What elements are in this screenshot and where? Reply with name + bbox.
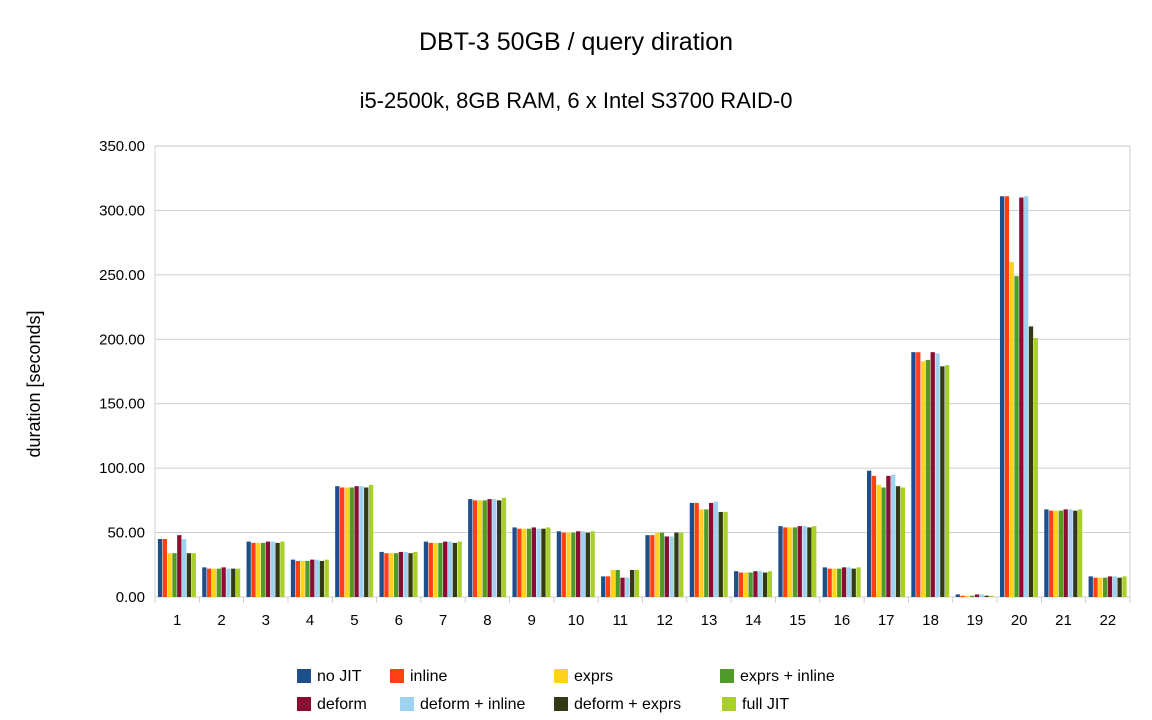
- svg-text:50.00: 50.00: [107, 525, 145, 542]
- svg-text:16: 16: [834, 612, 851, 629]
- svg-text:2: 2: [217, 612, 225, 629]
- svg-text:9: 9: [528, 612, 536, 629]
- svg-text:exprs + inline: exprs + inline: [740, 668, 835, 685]
- svg-text:3: 3: [262, 612, 270, 629]
- svg-text:15: 15: [789, 612, 806, 629]
- svg-text:17: 17: [878, 612, 895, 629]
- svg-text:7: 7: [439, 612, 447, 629]
- svg-text:22: 22: [1099, 612, 1116, 629]
- svg-text:0.00: 0.00: [116, 589, 145, 606]
- svg-text:1: 1: [173, 612, 181, 629]
- svg-text:inline: inline: [410, 668, 447, 685]
- svg-text:300.00: 300.00: [99, 202, 145, 219]
- svg-text:8: 8: [483, 612, 491, 629]
- svg-text:exprs: exprs: [574, 668, 613, 685]
- svg-text:duration [seconds]: duration [seconds]: [24, 310, 44, 457]
- svg-text:100.00: 100.00: [99, 460, 145, 477]
- svg-text:deform + exprs: deform + exprs: [574, 696, 681, 713]
- svg-text:21: 21: [1055, 612, 1072, 629]
- svg-text:150.00: 150.00: [99, 396, 145, 413]
- svg-text:5: 5: [350, 612, 358, 629]
- svg-text:200.00: 200.00: [99, 331, 145, 348]
- svg-text:12: 12: [656, 612, 673, 629]
- svg-text:10: 10: [568, 612, 585, 629]
- svg-text:no JIT: no JIT: [317, 668, 362, 685]
- svg-text:250.00: 250.00: [99, 267, 145, 284]
- svg-text:350.00: 350.00: [99, 138, 145, 155]
- svg-text:deform + inline: deform + inline: [420, 696, 525, 713]
- svg-text:4: 4: [306, 612, 314, 629]
- svg-text:6: 6: [395, 612, 403, 629]
- svg-text:13: 13: [701, 612, 718, 629]
- svg-text:14: 14: [745, 612, 762, 629]
- svg-text:18: 18: [922, 612, 939, 629]
- svg-text:11: 11: [613, 612, 629, 629]
- svg-text:20: 20: [1011, 612, 1028, 629]
- svg-text:deform: deform: [317, 696, 367, 713]
- svg-text:full JIT: full JIT: [742, 696, 789, 713]
- svg-text:19: 19: [967, 612, 984, 629]
